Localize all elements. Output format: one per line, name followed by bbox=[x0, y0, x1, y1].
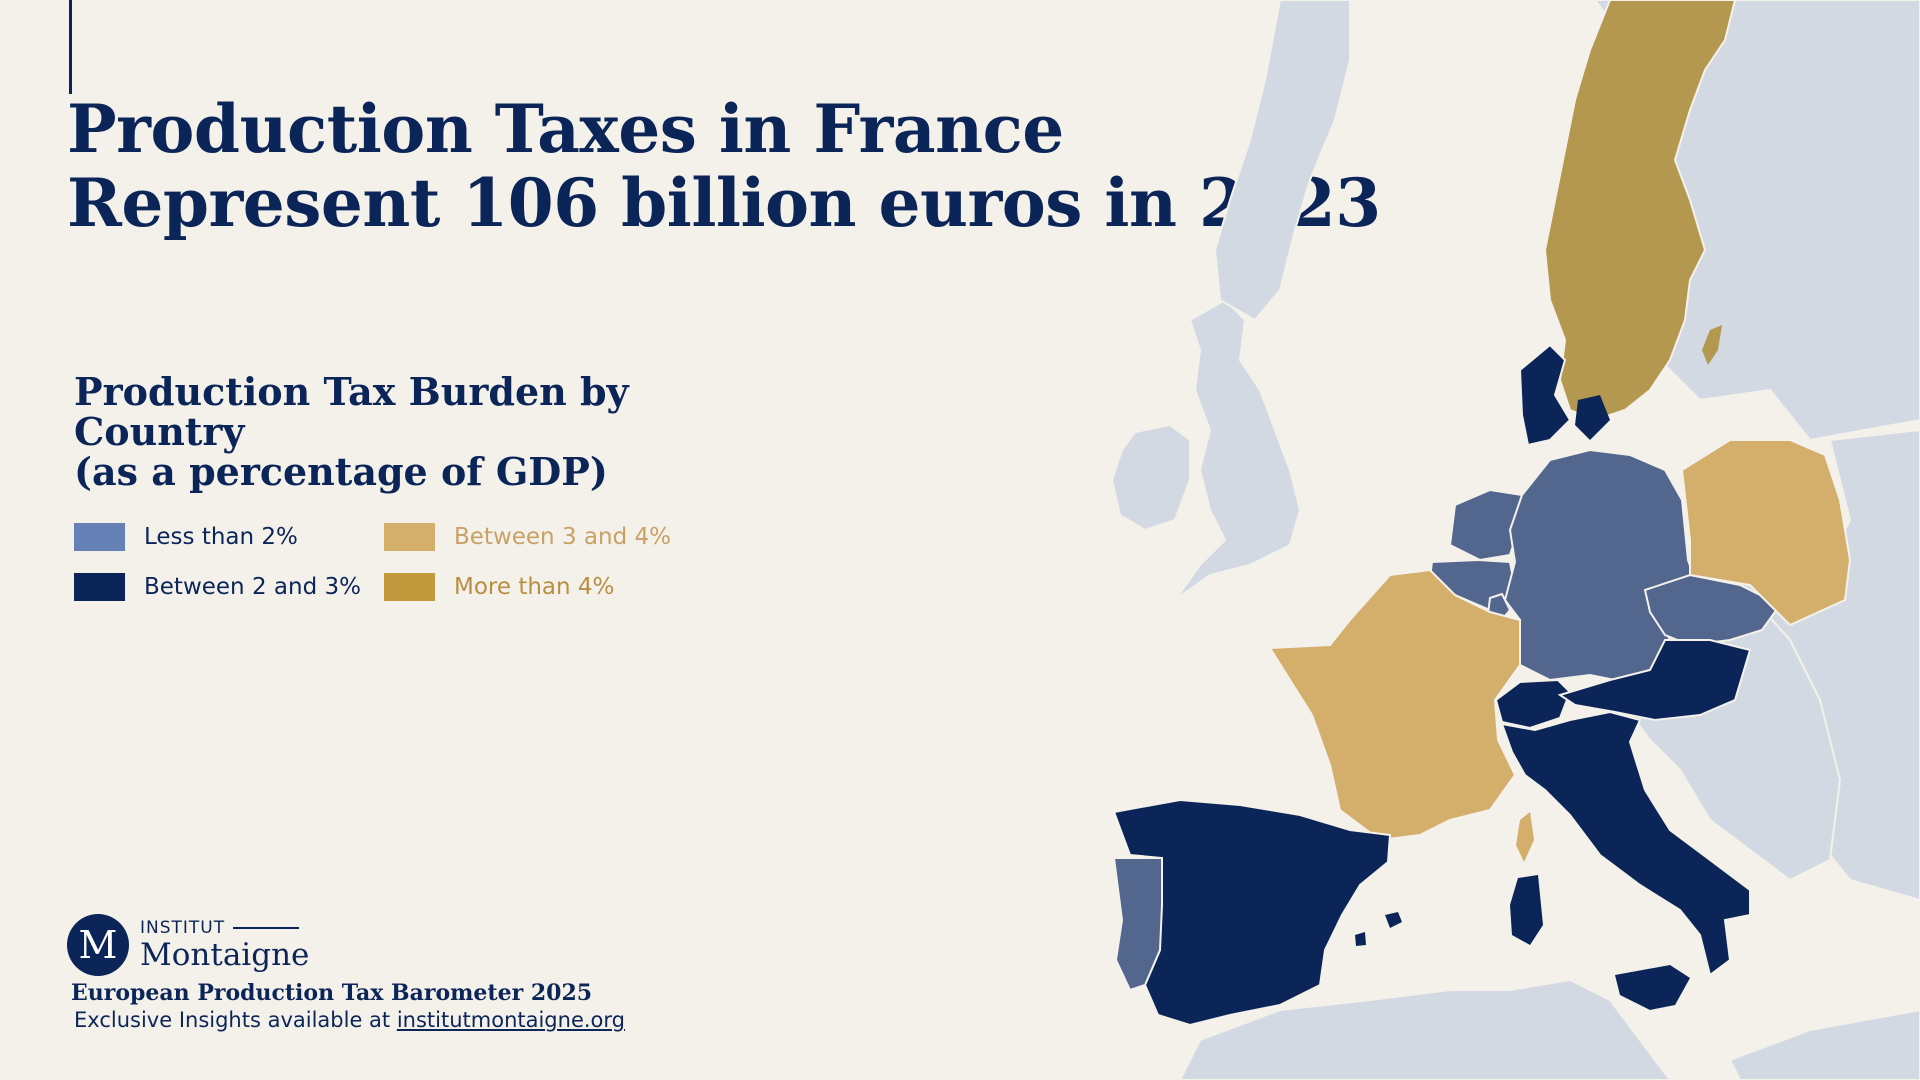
land-north-africa bbox=[1178, 978, 1672, 1080]
legend-item-less-than-2: Less than 2% bbox=[74, 522, 298, 552]
country-italy-sardinia bbox=[1510, 875, 1543, 945]
land-ireland bbox=[1110, 423, 1191, 532]
land-north-africa-east bbox=[1728, 1008, 1920, 1080]
land-great-britain bbox=[1174, 298, 1302, 601]
land-norway bbox=[1213, 0, 1351, 322]
country-france bbox=[1268, 568, 1521, 842]
legend-title: Production Tax Burden by Country (as a p… bbox=[74, 372, 694, 492]
legend-title-line-2: Country bbox=[74, 409, 245, 454]
legend-swatch bbox=[74, 523, 125, 551]
legend-swatch bbox=[384, 523, 435, 551]
title-line-1: Production Taxes in France bbox=[67, 90, 1064, 168]
logo-rule bbox=[233, 927, 300, 929]
legend-title-line-1: Production Tax Burden by bbox=[74, 369, 629, 414]
footer-link[interactable]: institutmontaigne.org bbox=[396, 1008, 625, 1032]
legend-title-line-3: (as a percentage of GDP) bbox=[74, 449, 608, 494]
country-denmark-islands bbox=[1575, 395, 1610, 440]
footer-prefix: Exclusive Insights available at bbox=[74, 1008, 397, 1032]
footer-title: European Production Tax Barometer 2025 bbox=[71, 980, 593, 1006]
country-austria bbox=[1557, 639, 1752, 722]
country-sweden bbox=[1543, 0, 1737, 422]
country-spain-balearics bbox=[1355, 912, 1402, 946]
country-portugal bbox=[1112, 857, 1163, 992]
europe-map bbox=[1050, 0, 1920, 1080]
logo-text: INSTITUT Montaigne bbox=[140, 918, 309, 972]
logo-top-text: INSTITUT bbox=[140, 918, 226, 938]
country-poland bbox=[1680, 439, 1852, 627]
country-italy bbox=[1500, 710, 1751, 977]
logo-name: Montaigne bbox=[140, 937, 310, 973]
title-line-2: Represent 106 billion euros in 2023 bbox=[67, 164, 1381, 242]
institut-montaigne-logo: M INSTITUT Montaigne bbox=[67, 914, 309, 976]
accent-bar bbox=[69, 0, 72, 94]
legend-label: Between 2 and 3% bbox=[144, 574, 361, 600]
country-italy-sicily bbox=[1615, 965, 1690, 1010]
logo-top: INSTITUT bbox=[140, 918, 309, 938]
country-sweden-gotland bbox=[1702, 325, 1722, 365]
legend-swatch bbox=[74, 573, 125, 601]
legend-item-between-2-and-3: Between 2 and 3% bbox=[74, 572, 361, 602]
legend-swatch bbox=[384, 573, 435, 601]
country-denmark bbox=[1518, 343, 1572, 447]
legend-label: Between 3 and 4% bbox=[454, 524, 671, 550]
logo-mark: M bbox=[67, 914, 129, 976]
legend-label: Less than 2% bbox=[144, 524, 298, 550]
country-switzerland bbox=[1494, 678, 1572, 730]
legend-item-more-than-4: More than 4% bbox=[384, 572, 614, 602]
page-title: Production Taxes in France Represent 106… bbox=[67, 92, 1381, 240]
country-france-corsica bbox=[1516, 812, 1534, 862]
footer-subtitle: Exclusive Insights available at institut… bbox=[74, 1008, 625, 1032]
legend-item-between-3-and-4: Between 3 and 4% bbox=[384, 522, 671, 552]
legend-label: More than 4% bbox=[454, 574, 615, 600]
